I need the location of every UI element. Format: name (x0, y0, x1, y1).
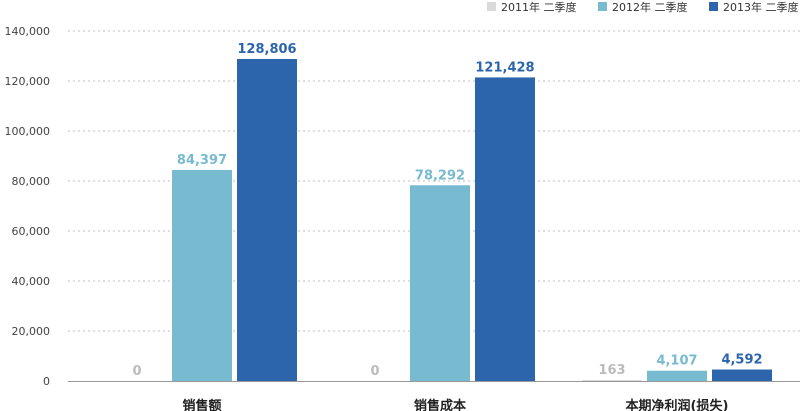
x-category-label: 销售额 (182, 398, 221, 411)
y-tick-label: 0 (43, 375, 50, 388)
legend: 2011年 二季度 2012年 二季度 2013年 二季度 (487, 0, 799, 14)
legend-swatch (487, 2, 496, 11)
y-tick-label: 140,000 (5, 25, 51, 38)
bars (172, 58, 772, 382)
bar (475, 77, 535, 382)
x-category-label: 销售成本 (414, 398, 466, 411)
legend-label: 2011年 二季度 (501, 0, 577, 14)
bar (172, 170, 232, 381)
data-label: 84,397 (177, 153, 227, 168)
bar (712, 369, 772, 381)
y-tick-label: 40,000 (12, 275, 51, 288)
bar (582, 380, 642, 381)
y-tick-label: 100,000 (5, 125, 51, 138)
data-label: 0 (132, 364, 141, 379)
legend-label: 2013年 二季度 (723, 0, 799, 14)
bar (410, 185, 470, 381)
data-label: 121,428 (475, 60, 534, 75)
data-label: 78,292 (415, 168, 465, 183)
legend-swatch (709, 2, 718, 11)
bar (237, 58, 297, 382)
y-tick-label: 60,000 (12, 225, 51, 238)
data-labels: 0 84,397 128,806 0 78,292 121,428 163 4,107 4,59… (132, 42, 762, 379)
data-label: 128,806 (237, 42, 296, 57)
legend-label: 2012年 二季度 (612, 0, 688, 14)
y-tick-label: 120,000 (5, 75, 51, 88)
data-label: 4,592 (721, 353, 762, 368)
data-label: 163 (598, 363, 625, 378)
x-axis: 销售额 销售成本 本期净利润(损失) (182, 398, 728, 411)
bar (647, 370, 707, 381)
data-label: 0 (370, 364, 379, 379)
legend-swatch (598, 2, 607, 11)
y-axis: 0 20,000 40,000 60,000 80,000 100,000 120,000 1… (5, 25, 51, 388)
y-tick-label: 20,000 (12, 325, 51, 338)
data-label: 4,107 (656, 354, 697, 369)
x-category-label: 本期净利润(损失) (626, 398, 729, 411)
y-tick-label: 80,000 (12, 175, 51, 188)
